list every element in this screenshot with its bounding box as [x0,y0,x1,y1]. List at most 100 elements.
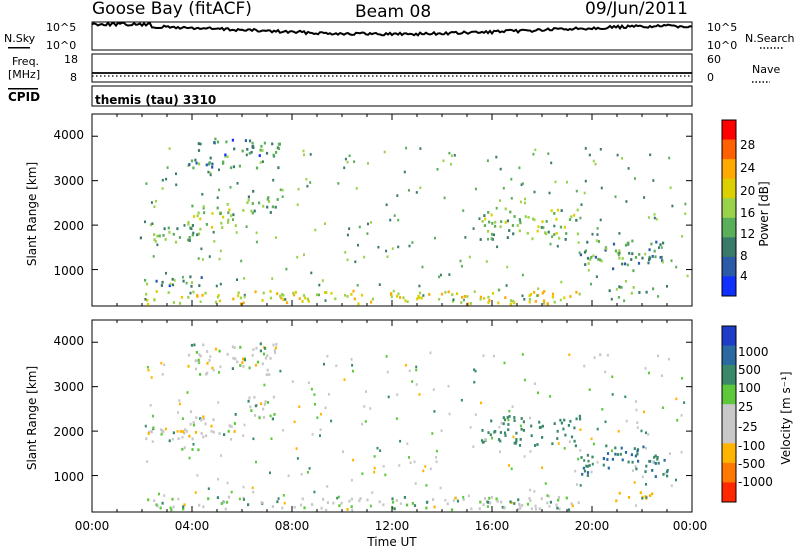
data-cell [169,506,172,510]
data-cell [518,502,521,506]
data-cell [154,239,157,243]
data-cell [634,256,638,259]
data-cell [268,373,271,376]
data-cell [353,160,356,163]
data-cell [271,142,274,146]
data-cell [633,447,636,450]
data-cell [661,260,664,264]
data-cell [408,456,410,459]
data-cell [393,214,396,217]
data-cell [181,417,184,420]
data-cell [538,420,541,424]
data-cell [183,224,186,227]
data-cell [229,186,232,189]
data-cell [660,255,663,259]
data-cell [323,291,327,294]
data-cell [195,161,198,165]
data-cell [236,294,240,298]
data-cell [418,393,421,396]
data-cell [555,231,558,235]
data-cell [534,504,537,508]
data-cell [558,236,561,240]
data-cell [586,256,590,260]
data-cell [506,236,509,239]
data-cell [171,497,174,501]
data-cell [351,508,354,512]
data-cell [200,276,203,279]
data-cell [606,353,609,357]
data-cell [573,439,576,443]
data-cell [231,345,234,349]
data-cell [310,387,313,391]
data-cell [218,188,221,192]
data-cell [337,495,340,499]
data-cell [304,296,307,300]
data-cell [186,391,189,394]
data-cell [171,283,175,287]
data-cell [404,363,407,367]
data-cell [499,431,502,434]
data-cell [156,504,159,508]
data-cell [378,500,381,504]
data-cell [357,302,360,306]
data-cell [435,456,438,459]
data-cell [638,291,641,294]
data-cell [520,427,523,431]
data-cell [397,245,400,249]
data-cell [373,466,376,470]
data-cell [402,296,405,300]
data-cell [533,190,536,194]
freq-panel-frame [91,53,693,83]
data-cell [504,221,507,224]
data-cell [472,445,475,448]
data-cell [281,506,284,510]
data-cell [202,505,205,509]
data-cell [647,433,650,436]
data-cell [415,383,418,386]
data-cell [232,165,235,169]
data-cell [649,494,652,497]
data-cell [639,491,642,495]
data-cell [219,282,222,286]
xtick-24: 00:00 [673,519,708,533]
data-cell [153,238,156,241]
data-cell [152,426,155,429]
data-cell [254,290,257,294]
beam-title: Beam 08 [355,2,431,22]
data-cell [460,301,463,304]
data-cell [322,497,325,501]
data-cell [391,497,394,501]
data-cell [553,300,556,304]
data-cell [644,252,647,256]
data-cell [533,382,536,385]
data-cell [227,221,230,224]
data-cell [658,246,660,249]
data-cell [513,301,516,305]
data-cell [612,242,616,246]
data-cell [531,217,535,221]
data-cell [666,285,668,288]
data-cell [145,292,148,296]
data-cell [170,508,173,512]
data-cell [534,148,537,152]
data-cell [191,204,194,208]
data-cell [509,500,512,504]
data-cell [214,300,218,304]
data-cell [251,211,254,215]
data-cell [246,201,249,205]
data-cell [397,292,400,296]
data-cell [580,456,583,459]
data-cell [600,186,603,190]
data-cell [320,506,323,510]
data-cell [319,428,322,431]
data-cell [213,141,216,144]
data-cell [668,156,671,160]
data-cell [504,207,507,211]
data-cell [599,353,602,356]
data-cell [517,507,520,511]
vel-cbar-tick-m1000: -1000 [738,475,773,489]
data-cell [463,298,465,302]
data-cell [202,415,205,419]
data-cell [612,267,615,271]
data-cell [230,438,232,441]
